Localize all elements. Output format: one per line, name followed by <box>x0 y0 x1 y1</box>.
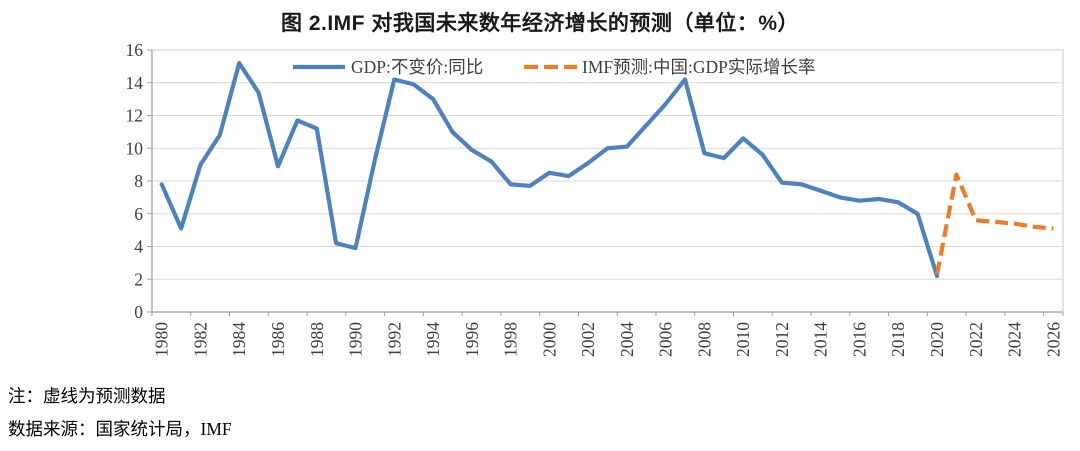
x-axis-label: 1980 <box>152 322 172 357</box>
y-axis-label: 10 <box>126 138 144 158</box>
x-axis-label: 1994 <box>423 322 443 357</box>
x-axis-label: 2016 <box>849 322 869 357</box>
y-axis-label: 6 <box>134 204 143 224</box>
x-axis-label: 1986 <box>268 322 288 357</box>
x-axis-label: 2020 <box>927 322 947 357</box>
x-axis-label: 2002 <box>578 322 598 357</box>
x-axis-label: 1992 <box>384 322 404 357</box>
x-axis-label: 2010 <box>733 322 753 357</box>
y-axis-label: 2 <box>134 269 143 289</box>
imf-forecast-line <box>934 172 1054 275</box>
x-axis-label: 2012 <box>772 322 792 357</box>
x-axis-label: 2026 <box>1043 322 1063 357</box>
x-axis-label: 1998 <box>501 322 521 357</box>
x-axis-label: 1990 <box>346 322 366 357</box>
y-axis-label: 8 <box>134 171 143 191</box>
legend-label: GDP:不变价:同比 <box>351 57 483 77</box>
legend-label: IMF预测:中国:GDP实际增长率 <box>582 57 815 77</box>
x-axis-label: 2006 <box>656 322 676 357</box>
figure-title: 图 2.IMF 对我国未来数年经济增长的预测（单位：%） <box>280 12 799 35</box>
y-axis-label: 16 <box>126 40 144 60</box>
x-axis-label: 1996 <box>462 322 482 357</box>
y-axis-label: 0 <box>134 302 143 322</box>
y-axis-label: 14 <box>126 73 144 93</box>
y-axis-label: 12 <box>126 106 144 126</box>
x-axis-label: 2022 <box>966 322 986 357</box>
note-forecast: 注：虚线为预测数据 <box>8 386 166 406</box>
y-axis-label: 4 <box>134 237 143 257</box>
x-axis-label: 1988 <box>307 322 327 357</box>
gdp-growth-line <box>159 61 940 279</box>
x-axis-label: 2008 <box>694 322 714 357</box>
x-axis-label: 2024 <box>1005 322 1025 357</box>
x-axis-label: 2018 <box>888 322 908 357</box>
x-axis-label: 2000 <box>539 322 559 357</box>
x-axis-label: 2004 <box>617 322 637 357</box>
x-axis-label: 1982 <box>190 322 210 357</box>
x-axis-label: 2014 <box>811 322 831 357</box>
x-axis-label: 1984 <box>229 322 249 357</box>
note-source: 数据来源：国家统计局，IMF <box>8 419 232 439</box>
